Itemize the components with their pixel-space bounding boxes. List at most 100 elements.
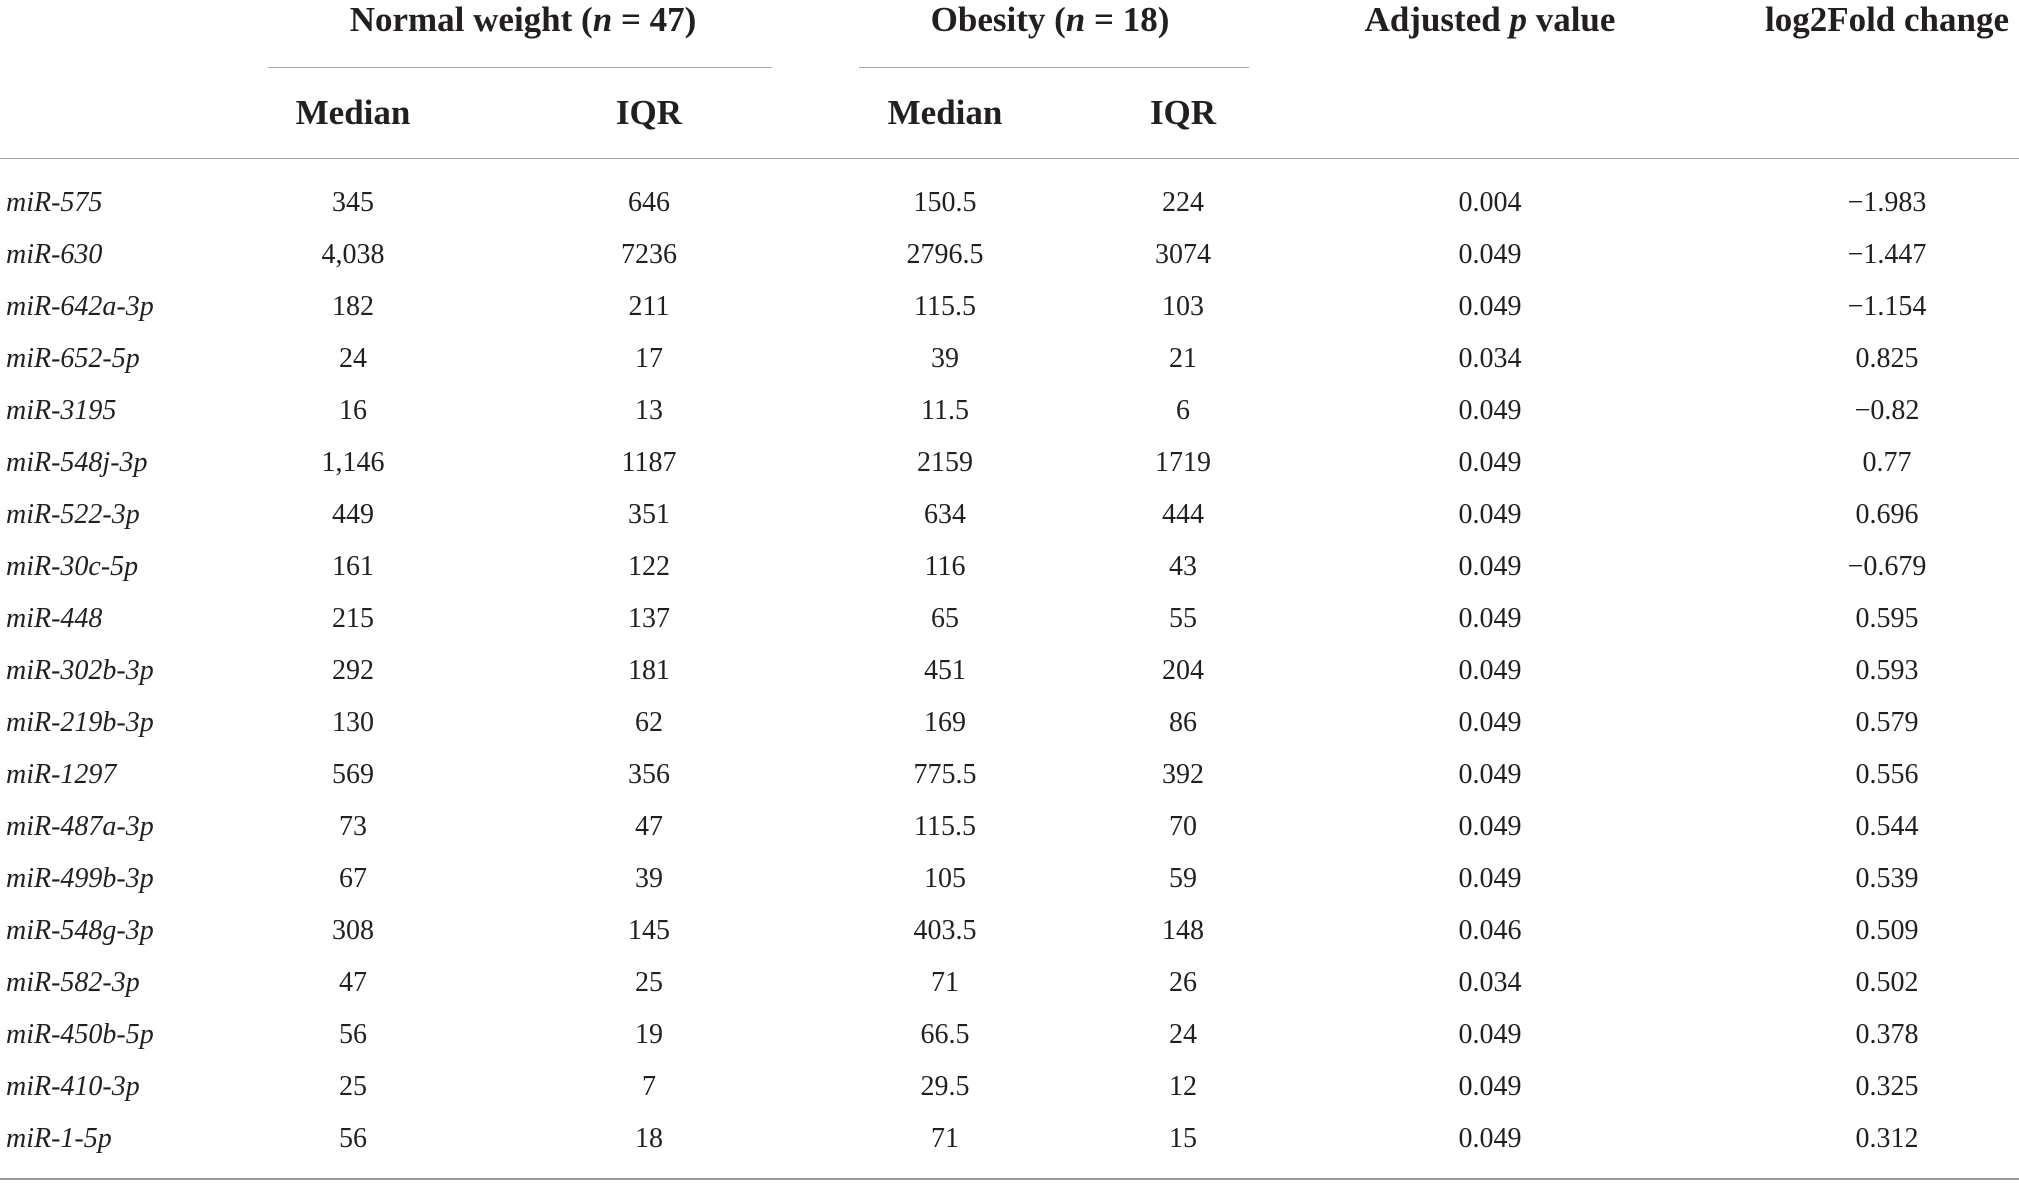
mirna-name: miR-30c-5p: [6, 551, 139, 582]
ob-median-cell: 71: [931, 967, 959, 998]
table-row: miR-499b-3p 67 39 105 59 0.049 0.539: [0, 863, 2019, 915]
table-row: miR-1297 569 356 775.5 392 0.049 0.556: [0, 759, 2019, 811]
subheader-nw-median: Median: [295, 93, 411, 132]
table-row: miR-582-3p 47 25 71 26 0.034 0.502: [0, 967, 2019, 1019]
ob-iqr-cell: 12: [1169, 1071, 1197, 1102]
ob-median-cell: 150.5: [913, 187, 977, 218]
header-adjusted-p: p: [1509, 0, 1527, 39]
ob-iqr-cell: 3074: [1155, 239, 1211, 270]
ob-iqr-cell: 70: [1169, 811, 1197, 842]
table-row: miR-575 345 646 150.5 224 0.004 −1.983: [0, 187, 2019, 239]
table-row: miR-522-3p 449 351 634 444 0.049 0.696: [0, 499, 2019, 551]
subheader-ob-median: Median: [887, 93, 1003, 132]
ob-median-cell: 169: [924, 707, 966, 738]
nw-iqr-cell: 351: [628, 499, 670, 530]
ob-iqr-cell: 86: [1169, 707, 1197, 738]
adjusted-p-cell: 0.049: [1458, 655, 1522, 686]
header-obesity: Obesity (n = 18): [931, 0, 1170, 40]
mirna-name: miR-630: [6, 239, 103, 270]
log2fold-cell: 0.77: [1862, 447, 1912, 478]
ob-iqr-cell: 55: [1169, 603, 1197, 634]
nw-iqr-cell: 7: [642, 1071, 656, 1102]
ob-median-cell: 71: [931, 1123, 959, 1154]
table-row: miR-410-3p 25 7 29.5 12 0.049 0.325: [0, 1071, 2019, 1123]
log2fold-cell: −1.983: [1847, 187, 1927, 218]
adjusted-p-cell: 0.046: [1458, 915, 1522, 946]
normal-weight-underline: [268, 67, 772, 68]
mirna-name: miR-548j-3p: [6, 447, 148, 478]
mirna-name: miR-1297: [6, 759, 117, 790]
nw-iqr-cell: 211: [628, 291, 670, 322]
adjusted-p-cell: 0.049: [1458, 863, 1522, 894]
adjusted-p-cell: 0.034: [1458, 343, 1522, 374]
ob-median-cell: 105: [924, 863, 966, 894]
table-row: miR-1-5p 56 18 71 15 0.049 0.312: [0, 1123, 2019, 1175]
adjusted-p-cell: 0.049: [1458, 447, 1522, 478]
ob-iqr-cell: 392: [1162, 759, 1204, 790]
nw-median-cell: 130: [332, 707, 374, 738]
mirna-name: miR-1-5p: [6, 1123, 112, 1154]
log2fold-cell: 0.312: [1855, 1123, 1919, 1154]
nw-median-cell: 449: [332, 499, 374, 530]
table-row: miR-642a-3p 182 211 115.5 103 0.049 −1.154: [0, 291, 2019, 343]
mirna-name: miR-548g-3p: [6, 915, 154, 946]
header-log2fold-label: log2Fold change: [1764, 0, 2010, 39]
nw-iqr-cell: 356: [628, 759, 670, 790]
ob-iqr-cell: 444: [1162, 499, 1204, 530]
mirna-name: miR-219b-3p: [6, 707, 154, 738]
header-obesity-label: Obesity (: [930, 0, 1066, 39]
log2fold-cell: 0.825: [1855, 343, 1919, 374]
table-bottom-rule: [0, 1178, 2019, 1180]
nw-iqr-cell: 7236: [621, 239, 677, 270]
subheader-nw-iqr: IQR: [615, 93, 683, 132]
log2fold-cell: −1.447: [1847, 239, 1927, 270]
log2fold-cell: 0.544: [1855, 811, 1919, 842]
nw-median-cell: 16: [339, 395, 367, 426]
log2fold-cell: −0.679: [1847, 551, 1927, 582]
header-adjusted-p-value: Adjusted p value: [1365, 0, 1616, 40]
nw-median-cell: 1,146: [321, 447, 385, 478]
header-bottom-rule: [0, 158, 2019, 159]
log2fold-cell: −1.154: [1847, 291, 1927, 322]
nw-iqr-cell: 25: [635, 967, 663, 998]
mirna-name: miR-410-3p: [6, 1071, 140, 1102]
ob-median-cell: 2796.5: [906, 239, 984, 270]
nw-iqr-cell: 1187: [621, 447, 677, 478]
nw-median-cell: 182: [332, 291, 374, 322]
header-adjusted-rest: value: [1526, 0, 1616, 39]
mirna-name: miR-499b-3p: [6, 863, 154, 894]
log2fold-cell: 0.696: [1855, 499, 1919, 530]
nw-iqr-cell: 646: [628, 187, 670, 218]
mirna-name: miR-448: [6, 603, 103, 634]
ob-median-cell: 11.5: [921, 395, 969, 426]
ob-iqr-cell: 59: [1169, 863, 1197, 894]
nw-iqr-cell: 47: [635, 811, 663, 842]
ob-iqr-cell: 204: [1162, 655, 1204, 686]
ob-iqr-cell: 148: [1162, 915, 1204, 946]
adjusted-p-cell: 0.049: [1458, 1019, 1522, 1050]
ob-iqr-cell: 6: [1176, 395, 1190, 426]
ob-iqr-cell: 43: [1169, 551, 1197, 582]
ob-iqr-cell: 224: [1162, 187, 1204, 218]
log2fold-cell: 0.556: [1855, 759, 1919, 790]
ob-median-cell: 29.5: [920, 1071, 970, 1102]
nw-median-cell: 24: [339, 343, 367, 374]
log2fold-cell: 0.593: [1855, 655, 1919, 686]
nw-median-cell: 569: [332, 759, 374, 790]
ob-median-cell: 634: [924, 499, 966, 530]
ob-iqr-cell: 103: [1162, 291, 1204, 322]
nw-iqr-cell: 18: [635, 1123, 663, 1154]
nw-median-cell: 67: [339, 863, 367, 894]
log2fold-cell: 0.539: [1855, 863, 1919, 894]
log2fold-cell: 0.509: [1855, 915, 1919, 946]
ob-median-cell: 116: [924, 551, 966, 582]
nw-iqr-cell: 19: [635, 1019, 663, 1050]
adjusted-p-cell: 0.049: [1458, 1071, 1522, 1102]
ob-iqr-cell: 15: [1169, 1123, 1197, 1154]
nw-median-cell: 215: [332, 603, 374, 634]
table-row: miR-630 4,038 7236 2796.5 3074 0.049 −1.447: [0, 239, 2019, 291]
mirna-name: miR-3195: [6, 395, 117, 426]
nw-median-cell: 56: [339, 1123, 367, 1154]
log2fold-cell: 0.579: [1855, 707, 1919, 738]
